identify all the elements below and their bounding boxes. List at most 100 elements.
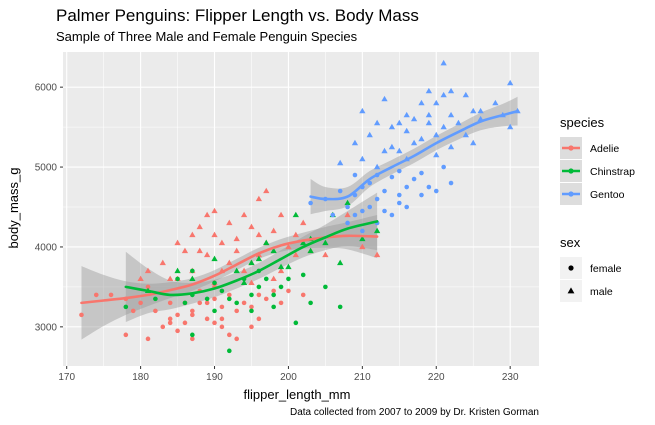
point-gentoo-female	[330, 212, 336, 218]
point-gentoo-female	[352, 212, 358, 218]
chart-caption: Data collected from 2007 to 2009 by Dr. …	[290, 407, 539, 418]
point-chinstrap-male	[307, 247, 314, 254]
point-gentoo-female	[397, 168, 402, 174]
point-adelie-female	[234, 308, 239, 314]
point-gentoo-male	[410, 139, 418, 146]
legend-dot-adelie	[568, 145, 574, 151]
point-chinstrap-female	[278, 284, 284, 290]
point-adelie-female	[300, 292, 306, 298]
point-chinstrap-female	[190, 332, 195, 338]
point-gentoo-female	[352, 172, 358, 178]
point-adelie-male	[255, 195, 263, 202]
y-axis-label: body_mass_g	[6, 168, 21, 249]
point-chinstrap-male	[270, 247, 277, 254]
point-chinstrap-female	[227, 348, 232, 354]
point-chinstrap-female	[182, 300, 188, 306]
point-chinstrap-female	[308, 300, 313, 306]
point-gentoo-male	[396, 147, 403, 154]
point-gentoo-male	[381, 147, 388, 154]
point-adelie-female	[108, 292, 114, 298]
point-adelie-female	[182, 320, 188, 326]
point-chinstrap-male	[337, 259, 344, 266]
legend-circle-female	[568, 265, 574, 271]
point-adelie-male	[248, 223, 255, 230]
point-gentoo-male	[403, 127, 410, 134]
point-gentoo-male	[388, 123, 396, 130]
point-chinstrap-male	[233, 267, 240, 274]
legend-sex: female male	[560, 257, 622, 302]
point-chinstrap-female	[323, 284, 328, 290]
point-chinstrap-female	[300, 272, 306, 278]
point-gentoo-female	[345, 220, 350, 226]
point-adelie-female	[197, 300, 203, 306]
point-gentoo-male	[433, 99, 440, 106]
point-adelie-female	[212, 320, 217, 326]
point-gentoo-male	[440, 59, 447, 66]
point-chinstrap-female	[256, 284, 262, 290]
point-gentoo-female	[441, 164, 446, 170]
point-gentoo-male	[351, 139, 359, 146]
legend-triangle-male	[567, 287, 575, 294]
point-chinstrap-female	[123, 304, 129, 310]
x-tick-label: 180	[132, 372, 149, 383]
point-gentoo-female	[448, 180, 454, 186]
point-gentoo-female	[433, 188, 439, 194]
smooth-line-chinstrap	[124, 220, 379, 297]
point-adelie-male	[277, 267, 285, 274]
point-chinstrap-female	[227, 296, 232, 302]
point-adelie-female	[204, 316, 210, 322]
x-axis-label: flipper_length_mm	[244, 387, 351, 402]
point-chinstrap-female	[337, 304, 343, 310]
point-chinstrap-female	[204, 296, 210, 302]
point-gentoo-female	[382, 188, 387, 194]
point-gentoo-male	[359, 107, 366, 114]
point-adelie-male	[373, 251, 381, 258]
point-adelie-male	[203, 251, 211, 258]
point-adelie-female	[145, 284, 151, 290]
point-adelie-female	[212, 296, 217, 302]
y-tick-label: 4000	[35, 242, 58, 253]
point-gentoo-female	[411, 176, 417, 182]
point-gentoo-male	[425, 87, 433, 94]
point-adelie-male	[300, 219, 307, 226]
point-gentoo-female	[337, 188, 343, 194]
point-chinstrap-male	[373, 227, 381, 234]
point-gentoo-female	[389, 212, 395, 218]
point-gentoo-male	[433, 131, 440, 138]
point-adelie-female	[278, 300, 284, 306]
point-adelie-male	[196, 223, 203, 230]
point-chinstrap-female	[175, 276, 180, 282]
chart-subtitle: Sample of Three Male and Female Penguin …	[56, 29, 358, 44]
point-gentoo-male	[470, 139, 477, 146]
point-adelie-male	[196, 247, 203, 254]
point-gentoo-female	[360, 228, 365, 234]
legend-label-adelie: Adelie	[590, 143, 619, 155]
point-adelie-female	[190, 312, 195, 318]
point-adelie-female	[79, 312, 84, 318]
point-gentoo-female	[374, 196, 380, 202]
point-chinstrap-female	[153, 296, 158, 302]
point-chinstrap-male	[300, 239, 307, 246]
point-adelie-male	[203, 211, 211, 218]
point-adelie-male	[263, 187, 270, 194]
point-gentoo-male	[425, 119, 433, 126]
smooth-lines	[80, 109, 519, 305]
point-adelie-male	[144, 267, 152, 274]
point-chinstrap-male	[263, 239, 270, 246]
point-gentoo-male	[462, 131, 469, 138]
point-adelie-male	[174, 239, 181, 246]
point-adelie-male	[322, 251, 329, 258]
point-gentoo-male	[447, 111, 455, 118]
plot-panel	[63, 52, 539, 366]
point-chinstrap-male	[248, 259, 255, 266]
point-gentoo-female	[345, 204, 350, 210]
point-adelie-male	[285, 243, 292, 250]
point-adelie-female	[145, 336, 151, 342]
point-gentoo-female	[426, 184, 432, 190]
point-adelie-male	[211, 231, 218, 238]
point-gentoo-male	[492, 99, 499, 106]
point-chinstrap-female	[219, 288, 225, 294]
point-adelie-male	[181, 247, 189, 254]
point-adelie-female	[175, 312, 180, 318]
point-adelie-male	[226, 219, 233, 226]
